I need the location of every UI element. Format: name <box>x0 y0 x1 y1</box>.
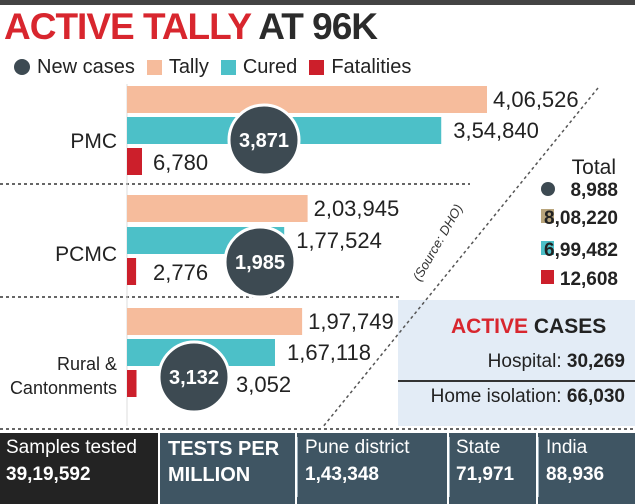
legend-label: New cases <box>37 55 135 78</box>
bar-fatalities <box>127 258 137 285</box>
india-label: India <box>546 437 588 458</box>
pune-district-cell: Pune district 1,43,348 <box>297 433 447 504</box>
state-value: 71,971 <box>456 464 515 485</box>
legend-label: Cured <box>242 55 298 78</box>
active-title-red: ACTIVE <box>451 315 529 338</box>
pune-label: Pune district <box>305 437 410 458</box>
label-cured: 1,77,524 <box>296 228 382 253</box>
label-new-cases: 1,985 <box>235 252 285 274</box>
state-cell: State 71,971 <box>449 433 536 504</box>
separator <box>449 437 450 497</box>
total-swatch <box>541 209 554 223</box>
totals-label: Total <box>572 156 616 179</box>
samples-label: Samples tested <box>6 437 137 458</box>
new-cases-circle <box>223 225 297 299</box>
bar-tally <box>127 308 303 335</box>
category-label: Rural & <box>57 354 117 374</box>
tests-label-1: TESTS PER <box>168 438 280 460</box>
total-value: 8,08,220 <box>544 208 618 229</box>
hospital-label: Hospital: <box>487 351 562 372</box>
legend-swatch <box>146 59 162 75</box>
legend-item-new-cases: New cases <box>14 56 135 79</box>
legend-item-cured: Cured <box>220 55 298 79</box>
bar-tally <box>127 86 487 113</box>
label-fatalities: 2,776 <box>153 260 208 285</box>
home-isolation-row: Home isolation: 66,030 <box>431 386 625 408</box>
top-rule <box>0 0 635 5</box>
total-value: 8,988 <box>570 180 618 201</box>
total-value: 12,608 <box>560 269 618 290</box>
new-cases-circle <box>227 103 301 177</box>
label-cured: 1,67,118 <box>287 340 371 365</box>
tests-per-million-cell: TESTS PER MILLION <box>160 433 295 504</box>
label-fatalities: 3,052 <box>236 372 291 397</box>
active-bg <box>398 300 635 426</box>
hospital-row: Hospital: 30,269 <box>488 351 625 373</box>
bar-tally <box>127 195 308 222</box>
active-title-dark: CASES <box>533 315 607 338</box>
active-divider <box>398 380 635 382</box>
legend: New cases Tally Cured Fatalities <box>14 54 411 80</box>
bar-fatalities <box>127 148 142 175</box>
chart-title: ACTIVE TALLY AT 96K <box>4 6 378 48</box>
home-isolation-label: Home isolation: <box>430 386 562 407</box>
legend-label: Fatalities <box>331 55 412 78</box>
legend-swatch <box>14 59 30 75</box>
title-part-red: ACTIVE TALLY <box>4 6 251 47</box>
label-new-cases: 3,132 <box>169 367 219 389</box>
separator <box>538 437 539 497</box>
label-new-cases: 3,871 <box>239 130 289 152</box>
bar-chart: 4,06,526 3,54,840 6,780 3,871 PMC 2,03,945 1,7… <box>0 84 635 430</box>
india-value: 88,936 <box>546 464 605 485</box>
legend-swatch <box>309 59 325 75</box>
samples-value: 39,19,592 <box>6 464 91 485</box>
title-part-dark: AT 96K <box>258 6 378 47</box>
total-swatch-dot <box>541 182 555 196</box>
hospital-value: 30,269 <box>566 351 625 372</box>
total-value: 6,99,482 <box>544 240 618 261</box>
category-label: PCMC <box>55 243 117 266</box>
source-note: (Source: DHO) <box>410 202 466 284</box>
home-isolation-value: 66,030 <box>566 386 625 407</box>
bar-fatalities <box>127 370 137 397</box>
label-fatalities: 6,780 <box>153 150 208 175</box>
new-cases-circle <box>157 340 231 414</box>
bottom-strip: Samples tested 39,19,592 TESTS PER MILLI… <box>0 433 635 504</box>
total-swatch <box>541 241 554 255</box>
legend-item-tally: Tally <box>146 55 209 79</box>
total-swatch <box>541 270 554 284</box>
separator <box>297 437 298 497</box>
india-cell: India 88,936 <box>538 433 635 504</box>
category-label: PMC <box>70 130 117 153</box>
samples-tested-cell: Samples tested 39,19,592 <box>0 433 158 504</box>
label-tally: 2,03,945 <box>314 196 400 221</box>
diagonal-separator <box>321 87 599 429</box>
active-cases-title: ACTIVE CASES <box>451 315 606 339</box>
legend-item-fatalities: Fatalities <box>309 56 411 79</box>
active-cases-panel: ACTIVE CASES Hospital: 30,269 Home isola… <box>398 308 635 430</box>
category-label: Cantonments <box>10 378 117 398</box>
state-label: State <box>456 437 501 458</box>
label-tally: 1,97,749 <box>308 309 394 334</box>
pune-value: 1,43,348 <box>305 464 379 485</box>
label-cured: 3,54,840 <box>453 118 539 143</box>
legend-swatch <box>220 59 236 75</box>
label-tally: 4,06,526 <box>493 87 579 112</box>
tests-label-2: MILLION <box>168 464 251 486</box>
legend-label: Tally <box>168 55 209 78</box>
